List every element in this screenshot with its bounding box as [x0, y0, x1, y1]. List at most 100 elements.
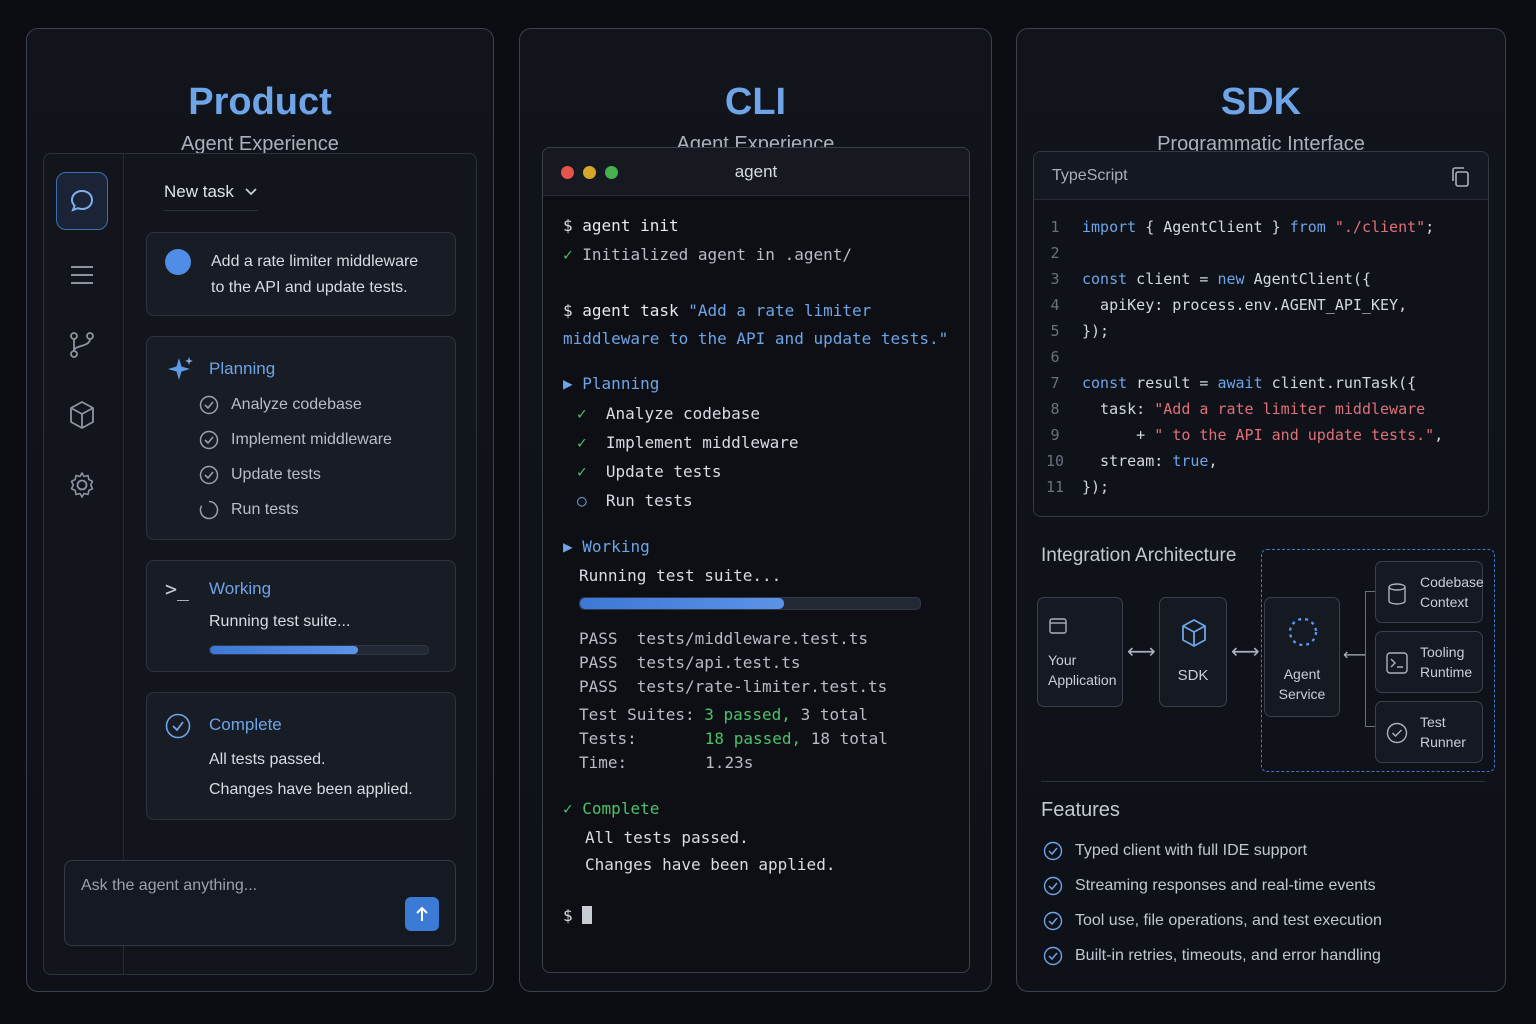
suites-label: Test Suites:	[579, 705, 695, 724]
maximize-dot[interactable]	[605, 166, 618, 179]
pass-label: PASS	[579, 629, 618, 648]
tooling-label-line-1: Tooling	[1420, 644, 1465, 660]
terminal-icon	[1386, 652, 1408, 674]
line-number: 7	[1050, 374, 1060, 392]
code-token: from	[1289, 218, 1326, 236]
bidirectional-arrow-icon: ⟷	[1231, 641, 1260, 663]
pass-label: PASS	[579, 677, 618, 696]
plan-item: Analyze codebase	[199, 395, 362, 415]
pass-file: tests/middleware.test.ts	[636, 629, 868, 648]
code-token: import	[1082, 218, 1137, 236]
new-task-dropdown[interactable]: New task	[164, 182, 258, 211]
check-circle-icon	[165, 713, 191, 739]
branch-icon[interactable]	[56, 316, 108, 374]
prompt-symbol: $	[563, 216, 573, 235]
copy-icon[interactable]	[1450, 166, 1470, 188]
cube-icon[interactable]	[56, 386, 108, 444]
check-icon: ✓	[577, 404, 587, 423]
ask-input[interactable]: Ask the agent anything...	[64, 860, 456, 946]
avatar	[165, 249, 191, 275]
chat-icon[interactable]	[56, 172, 108, 230]
feature-label: Streaming responses and real-time events	[1075, 877, 1376, 894]
sdk-box: SDK	[1159, 597, 1227, 707]
prompt-line-2: to the API and update tests.	[211, 279, 408, 296]
complete-line-2: Changes have been applied.	[585, 855, 836, 874]
user-prompt-card: Add a rate limiter middleware to the API…	[146, 232, 456, 316]
sparkle-icon	[168, 357, 193, 380]
plan-item: Run tests	[199, 500, 299, 520]
pass-file: tests/api.test.ts	[636, 653, 801, 672]
pass-label: PASS	[579, 653, 618, 672]
working-label: Working	[582, 537, 650, 556]
check-circle-icon	[1043, 946, 1063, 966]
code-token: ;	[1425, 218, 1435, 236]
prompt-symbol: $	[563, 906, 573, 925]
app-label-line-2: Application	[1048, 672, 1117, 688]
terminal-title: agent	[734, 162, 778, 181]
gear-icon[interactable]	[56, 456, 108, 514]
send-button[interactable]	[405, 897, 439, 931]
pending-circle-icon: ○	[577, 491, 587, 510]
terminal-icon: >_	[165, 577, 190, 601]
tooling-label-line-2: Runtime	[1420, 664, 1473, 680]
product-title: Product	[188, 81, 332, 123]
line-number: 2	[1050, 244, 1060, 262]
code-token: +	[1082, 426, 1155, 444]
cli-progress-bar	[579, 597, 921, 610]
code-token: stream:	[1082, 452, 1173, 470]
code-token: ,	[1434, 426, 1444, 444]
context-label-line-2: Context	[1420, 594, 1469, 610]
pending-circle-icon	[199, 500, 219, 520]
triangle-icon: ▶	[563, 537, 573, 556]
code-token: " to the API and update tests."	[1154, 426, 1435, 444]
prompt-symbol: $	[563, 301, 573, 320]
code-token: const	[1082, 270, 1128, 288]
app-label-line-1: Your	[1048, 652, 1077, 668]
arrow-left-icon: ⟵	[1343, 647, 1366, 664]
planning-card: Planning Analyze codebase Implement midd…	[146, 336, 456, 540]
line-number: 10	[1045, 452, 1065, 470]
check-circle-icon	[1043, 876, 1063, 896]
window-icon	[1049, 618, 1067, 634]
agent-service-box: Agent Service	[1264, 597, 1340, 717]
terminal-cursor[interactable]	[582, 906, 593, 924]
codebase-context-box: Codebase Context	[1375, 561, 1484, 623]
agent-boundary	[1261, 549, 1495, 772]
code-token: true	[1172, 452, 1209, 470]
pass-file: tests/rate-limiter.test.ts	[636, 677, 888, 696]
suites-total: 3 total	[800, 705, 869, 724]
line-number: 6	[1050, 348, 1060, 366]
tests-total: 18 total	[810, 729, 888, 748]
code-token: AgentClient({	[1244, 270, 1371, 288]
close-dot[interactable]	[561, 166, 574, 179]
planning-label: Planning	[209, 359, 276, 378]
plan-item-label: Analyze codebase	[231, 396, 362, 413]
cli-title: CLI	[724, 81, 787, 123]
complete-label: Complete	[582, 799, 660, 818]
menu-icon[interactable]	[56, 246, 108, 304]
init-result: Initialized agent in .agent/	[582, 245, 852, 264]
plan-item-label: Update tests	[605, 462, 722, 481]
sdk-title: SDK	[1220, 81, 1302, 123]
test-label-line-1: Test	[1420, 714, 1446, 730]
check-circle-icon	[199, 430, 219, 450]
arrow-up-icon	[416, 906, 428, 921]
product-subtitle: Agent Experience	[181, 133, 339, 155]
feature-item: Tool use, file operations, and test exec…	[1043, 911, 1382, 931]
sdk-subtitle: Programmatic Interface	[1157, 133, 1365, 155]
check-icon: ✓	[563, 799, 573, 818]
product-panel: Product Agent Experience New task	[26, 28, 494, 992]
code-token: const	[1082, 374, 1128, 392]
feature-label: Tool use, file operations, and test exec…	[1075, 912, 1382, 929]
code-block: TypeScript 1 import { AgentClient } from …	[1033, 151, 1489, 517]
suites-passed: 3 passed,	[704, 705, 791, 724]
code-token: client.runTask({	[1262, 374, 1417, 392]
connector-bracket	[1365, 591, 1375, 727]
plan-item: Implement middleware	[199, 430, 392, 450]
complete-line-2: Changes have been applied.	[209, 781, 413, 798]
cli-panel: CLI Agent Experience agent $ agent init …	[519, 28, 992, 992]
line-number: 8	[1050, 400, 1060, 418]
minimize-dot[interactable]	[583, 166, 596, 179]
line-number: 3	[1050, 270, 1060, 288]
line-number: 5	[1050, 322, 1060, 340]
